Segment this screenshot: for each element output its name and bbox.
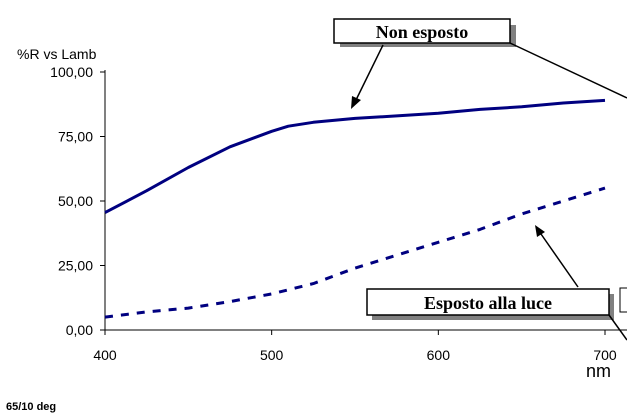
callout-arrowhead xyxy=(351,96,361,109)
y-tick-label: 100,00 xyxy=(50,64,93,80)
callout-box xyxy=(366,288,610,316)
y-tick-label: 0,00 xyxy=(66,322,93,338)
callout-arrow-shaft xyxy=(540,233,579,288)
x-tick-label: 600 xyxy=(427,347,451,363)
callout-box xyxy=(333,18,511,44)
x-axis-unit-label: nm xyxy=(586,361,611,381)
x-ticks: 400 500 600 700 xyxy=(93,330,617,363)
x-tick-label: 700 xyxy=(593,347,617,363)
callout-label: Esposto alla luce xyxy=(424,293,552,313)
callout-esposto-alla-luce: Esposto alla luce xyxy=(366,225,627,341)
y-tick-label: 75,00 xyxy=(58,129,93,145)
series-line-esposto-alla-luce xyxy=(104,186,606,319)
callout-arrowhead xyxy=(535,225,545,237)
y-tick-label: 50,00 xyxy=(58,193,93,209)
legend-fragment-box xyxy=(619,287,627,313)
x-tick-label: 500 xyxy=(260,347,284,363)
callout-leader-line xyxy=(509,42,627,99)
y-ticks: 0,00 25,00 50,00 75,00 100,00 xyxy=(50,64,105,338)
callout-leader-line xyxy=(608,314,627,341)
x-tick-label: 400 xyxy=(93,347,117,363)
y-axis-title: %R vs Lamb xyxy=(17,46,97,62)
callout-arrow-shaft xyxy=(355,44,384,101)
footnote: 65/10 deg xyxy=(6,401,56,413)
axes xyxy=(104,70,627,331)
callout-label: Non esposto xyxy=(376,22,469,42)
series-layer xyxy=(104,98,606,319)
callout-non-esposto: Non esposto xyxy=(333,18,627,109)
y-tick-label: 25,00 xyxy=(58,258,93,274)
legend-fragment xyxy=(619,287,627,313)
series-line-non-esposto xyxy=(104,98,606,214)
